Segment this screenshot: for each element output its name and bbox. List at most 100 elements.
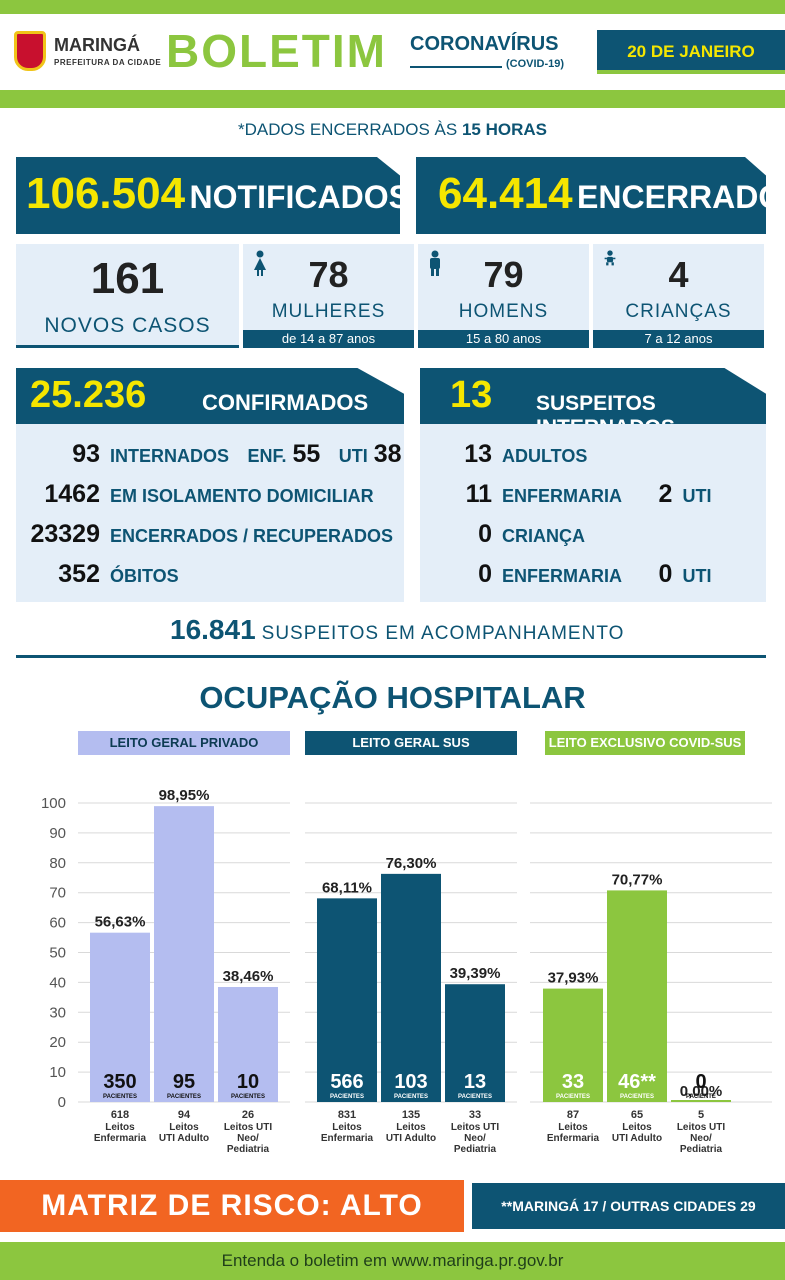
bar-percent-label: 70,77% [612,871,663,888]
confirmed-label: CONFIRMADOS [202,390,369,415]
suspects-row-child-ward: 0 ENFERMARIA 0 UTI [420,560,711,589]
bar-percent-label: 68,11% [322,879,372,896]
bar-patients-label: PACIENTE [686,1094,716,1100]
bar [607,890,667,1102]
city-crest-icon [14,31,46,71]
private-beds-header: LEITO GERAL PRIVADO [78,731,290,755]
suspects-header: 13 SUSPEITOS INTERNADOS [420,368,766,424]
bar-patients-value: 0 [695,1071,706,1093]
icu-value: 38 [373,440,402,468]
confirmed-row-isolation: 1462 EM ISOLAMENTO DOMICILIAR [16,480,374,509]
covid-beds-header: LEITO EXCLUSIVO COVID-SUS [545,731,745,755]
suspects-icu-value: 0 [658,560,673,588]
women-age: de 14 a 87 anos [243,330,414,348]
monitored-suspects-label: SUSPEITOS EM ACOMPANHAMENTO [261,623,625,644]
bar-percent-label: 76,30% [386,855,437,872]
bar-beds-label: Leitos UTI [451,1122,500,1133]
bar-patients-value: 566 [330,1071,363,1093]
bar-beds-label: Pediatria [227,1144,270,1155]
bar-patients-value: 103 [394,1071,427,1093]
bar-beds-count: 618 [111,1109,129,1121]
children-box: 4 CRIANÇAS 7 a 12 anos [593,244,764,348]
bar [218,987,278,1102]
children-label: CRIANÇAS [625,301,732,322]
bar-beds-label: Pediatria [680,1144,723,1155]
children-value: 4 [668,254,689,295]
bar-beds-count: 33 [469,1109,481,1121]
bar [543,988,603,1102]
bar [154,806,214,1102]
bar-beds-label: Enfermaria [321,1133,374,1144]
notified-value: 106.504 [26,169,186,218]
data-closed-prefix: *DADOS ENCERRADOS ÀS [238,120,458,139]
child-icon [604,250,616,266]
section-divider [16,655,766,658]
confirmed-row-num: 93 [72,440,100,468]
bar-patients-label: PACIENTES [620,1094,654,1100]
new-cases-label: NOVOS CASOS [44,314,211,337]
y-tick-label: 50 [49,945,66,962]
bar-patients-label: PACIENTES [330,1094,364,1100]
city-subtitle: PREFEITURA DA CIDADE [54,58,162,67]
bar-patients-label: PACIENTES [231,1094,265,1100]
confirmed-row-deaths: 352 ÓBITOS [16,560,178,589]
bar-percent-label: 39,39% [450,965,501,982]
suspects-body: 13 ADULTOS 11 ENFERMARIA 2 UTI 0 CRIANÇA 0 EN… [420,424,766,602]
bar-beds-label: Enfermaria [547,1133,600,1144]
suspects-row-label: ENFERMARIA [502,486,622,506]
date-badge: 20 DE JANEIRO [597,30,785,74]
occupancy-chart: 010203040506070809010056,63%350PACIENTES… [41,787,772,1155]
bar-beds-count: 65 [631,1109,643,1121]
confirmed-row-num: 352 [58,560,100,588]
bar [671,1100,731,1102]
bar-patients-label: PACIENTES [458,1094,492,1100]
bar-beds-label: UTI Adulto [386,1133,436,1144]
bar-beds-count: 26 [242,1109,254,1121]
notified-box: 106.504 NOTIFICADOS [16,157,400,234]
bar-beds-label: Leitos UTI [224,1122,273,1133]
bar-beds-label: Leitos [558,1122,588,1133]
confirmed-row-label: ENCERRADOS / RECUPERADOS [110,526,394,546]
bar [90,932,150,1102]
bulletin-title: BOLETIM [166,25,387,77]
confirmed-row-hospitalized: 93 INTERNADOS ENF. 55 UTI 38 [16,440,402,469]
men-age: 15 a 80 anos [418,330,589,348]
icu-label: UTI [338,446,368,466]
children-age: 7 a 12 anos [593,330,764,348]
suspects-row-num: 11 [465,480,492,508]
city-name: MARINGÁ [54,35,140,55]
y-tick-label: 40 [49,974,66,991]
bar-beds-label: Enfermaria [94,1133,147,1144]
suspects-row-label: ADULTOS [502,446,588,466]
y-tick-label: 100 [41,795,66,812]
sus-beds-header: LEITO GERAL SUS [305,731,517,755]
bar-patients-value: 13 [464,1071,486,1093]
bar-beds-label: Pediatria [454,1144,497,1155]
women-label: MULHERES [271,301,386,322]
new-cases-box: 161 NOVOS CASOS [16,244,239,348]
bar-beds-count: 94 [178,1109,191,1121]
bar-percent-label: 0,00% [680,1083,723,1100]
men-box: 79 HOMENS 15 a 80 anos [418,244,589,348]
y-tick-label: 20 [49,1034,66,1051]
women-box: 78 MULHERES de 14 a 87 anos [243,244,414,348]
confirmed-row-label: EM ISOLAMENTO DOMICILIAR [110,486,374,506]
suspects-icu-label: UTI [682,566,712,586]
suspects-row-child: 0 CRIANÇA [420,520,585,549]
suspects-value: 13 [450,374,493,416]
confirmed-value: 25.236 [30,374,147,416]
man-icon [430,250,440,276]
cities-note: **MARINGÁ 17 / OUTRAS CIDADES 29 [472,1183,785,1229]
bulletin-subtitle2: (COVID-19) [506,58,565,70]
footer-link[interactable]: Entenda o boletim em www.maringa.pr.gov.… [0,1242,785,1280]
bar-patients-label: PACIENTES [556,1094,590,1100]
bar-patients-value: 95 [173,1071,195,1093]
bar-beds-label: Neo/ [237,1133,259,1144]
subtitle-underline [410,66,502,68]
occupancy-title: OCUPAÇÃO HOSPITALAR [199,680,586,715]
y-tick-label: 30 [49,1004,66,1021]
new-cases-value: 161 [90,254,165,303]
suspects-row-label: ENFERMARIA [502,566,622,586]
suspects-row-adult-ward: 11 ENFERMARIA 2 UTI [420,480,712,509]
bar-patients-label: PACIENTES [167,1094,201,1100]
